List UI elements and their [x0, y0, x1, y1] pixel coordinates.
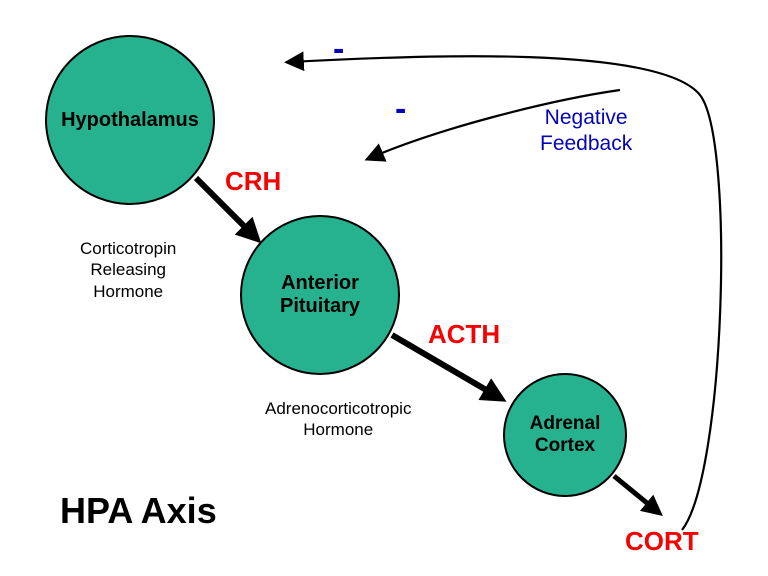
hormone-full-crh: Corticotropin Releasing Hormone — [80, 238, 176, 302]
negative-feedback-label: Negative Feedback — [540, 105, 632, 158]
node-adrenal-cortex: Adrenal Cortex — [503, 373, 627, 497]
node-adrenal-cortex-label: Adrenal Cortex — [530, 413, 601, 457]
hormone-abbr-crh: CRH — [225, 165, 281, 198]
node-anterior-pituitary: Anterior Pituitary — [240, 215, 400, 375]
hormone-full-acth: Adrenocorticotropic Hormone — [265, 398, 411, 441]
node-anterior-pituitary-label: Anterior Pituitary — [280, 272, 360, 318]
feedback-minus-2: - — [395, 90, 406, 129]
node-hypothalamus-label: Hypothalamus — [61, 109, 199, 132]
feedback-minus-1: - — [333, 30, 344, 69]
cort-arrow — [614, 476, 658, 512]
hormone-abbr-acth: ACTH — [428, 318, 500, 351]
diagram-title: HPA Axis — [60, 490, 217, 532]
node-hypothalamus: Hypothalamus — [45, 35, 215, 205]
hormone-abbr-cort: CORT — [625, 525, 699, 558]
